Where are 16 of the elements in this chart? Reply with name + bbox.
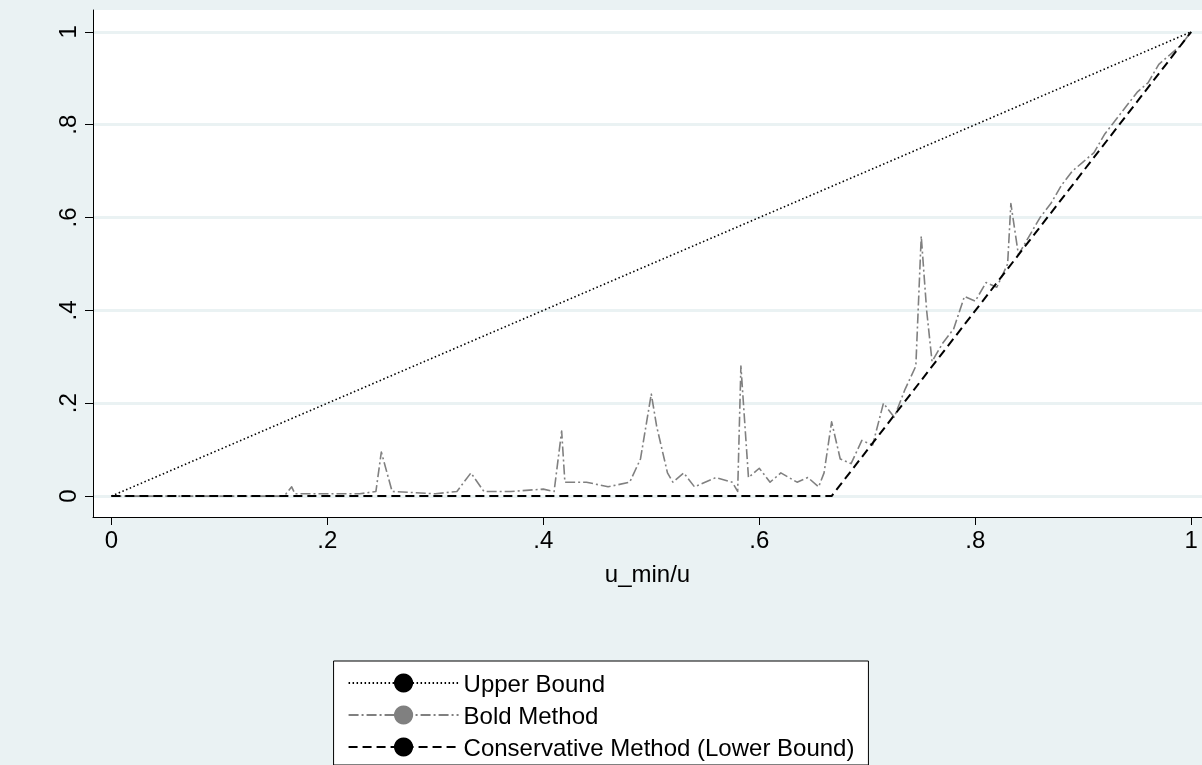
y-tick-label: 1 xyxy=(53,25,81,39)
x-tick-label: .4 xyxy=(533,525,554,553)
y-tick-label: .2 xyxy=(53,393,81,414)
x-tick-label: .8 xyxy=(965,525,986,553)
legend-label: Conservative Method (Lower Bound) xyxy=(463,733,855,761)
x-tick-label: .6 xyxy=(749,525,770,553)
x-axis-title: u_min/u xyxy=(604,559,691,587)
y-tick-label: .6 xyxy=(53,207,81,228)
x-tick-label: .2 xyxy=(317,525,338,553)
y-tick-label: .4 xyxy=(53,300,81,321)
y-tick-label: 0 xyxy=(53,489,81,503)
x-tick-label: 1 xyxy=(1184,525,1198,553)
legend-label: Upper Bound xyxy=(463,669,605,697)
legend-label: Bold Method xyxy=(463,701,599,729)
y-tick-label: .8 xyxy=(53,114,81,135)
x-tick-label: 0 xyxy=(104,525,119,553)
